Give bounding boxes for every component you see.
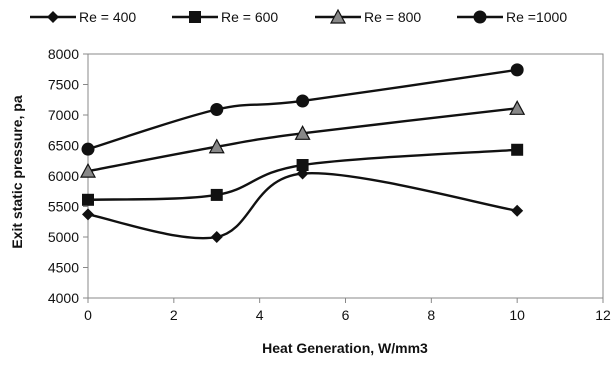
series-triangle — [79, 100, 526, 178]
data-point — [210, 103, 224, 117]
series-line — [87, 148, 518, 201]
y-tick-label: 4000 — [48, 290, 79, 306]
y-tick-label: 6500 — [48, 138, 79, 154]
data-point — [511, 143, 524, 156]
series-line — [87, 171, 518, 240]
series-square — [82, 143, 524, 206]
legend-marker — [473, 10, 487, 24]
y-axis-title: Exit static pressure, pa — [9, 95, 25, 249]
y-axis: 4000 4500 5000 5500 6000 6500 7000 7500 8000 — [48, 46, 88, 306]
data-point — [296, 159, 309, 172]
data-point — [82, 193, 94, 206]
y-tick-label: 4500 — [48, 260, 79, 276]
data-point — [79, 162, 97, 178]
x-tick-label: 4 — [256, 307, 264, 323]
y-tick-label: 7500 — [48, 77, 79, 93]
y-tick-label: 6000 — [48, 168, 79, 184]
x-axis-title: Heat Generation, W/mm3 — [262, 340, 428, 356]
data-point — [510, 63, 524, 77]
data-point — [294, 125, 311, 140]
series-line — [87, 68, 518, 151]
x-tick-label: 10 — [509, 307, 525, 323]
legend-label: Re =1000 — [506, 9, 567, 25]
y-tick-label: 7000 — [48, 107, 79, 123]
data-point — [509, 100, 526, 115]
legend-marker — [189, 11, 201, 23]
series-circle — [81, 63, 524, 156]
legend-label: Re = 600 — [221, 9, 278, 25]
y-tick-label: 5500 — [48, 199, 79, 215]
series-layer — [79, 63, 526, 243]
x-axis: 0 2 4 6 8 10 12 — [84, 298, 611, 323]
legend-marker — [329, 8, 347, 24]
legend-item: Re =1000 — [457, 9, 567, 25]
x-tick-label: 8 — [427, 307, 435, 323]
data-point — [210, 231, 223, 243]
x-tick-label: 6 — [342, 307, 350, 323]
data-point — [208, 138, 225, 154]
data-point — [81, 142, 95, 156]
legend-item: Re = 400 — [30, 9, 136, 25]
data-point — [296, 94, 310, 108]
legend-label: Re = 800 — [364, 9, 421, 25]
legend-label: Re = 400 — [79, 9, 136, 25]
x-tick-label: 12 — [595, 307, 611, 323]
legend-item: Re = 800 — [315, 8, 421, 25]
data-point — [82, 208, 94, 221]
y-tick-label: 8000 — [48, 46, 79, 62]
y-tick-label: 5000 — [48, 229, 79, 245]
data-point — [210, 188, 223, 201]
series-diamond — [82, 167, 524, 243]
legend: Re = 400 Re = 600 Re = 800 Re =1000 — [30, 8, 567, 25]
series-line — [87, 107, 518, 173]
legend-item: Re = 600 — [172, 9, 278, 25]
x-tick-label: 2 — [170, 307, 178, 323]
legend-marker — [47, 11, 59, 23]
data-point — [511, 204, 524, 217]
x-tick-label: 0 — [84, 307, 92, 323]
